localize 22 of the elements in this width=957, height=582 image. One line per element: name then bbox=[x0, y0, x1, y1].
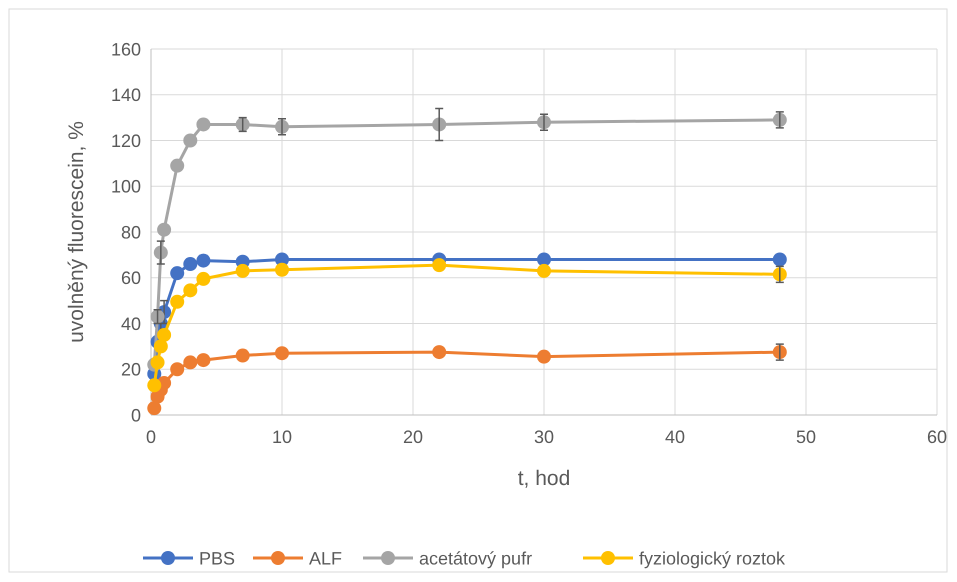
legend-label: ALF bbox=[309, 548, 342, 568]
legend-label: acetátový pufr bbox=[419, 548, 532, 568]
y-tick-label: 160 bbox=[110, 39, 141, 60]
x-tick-label: 50 bbox=[796, 427, 816, 447]
x-tick-label: 20 bbox=[402, 427, 424, 447]
y-tick-label: 60 bbox=[120, 268, 141, 288]
x-axis-title: t, hod bbox=[518, 467, 570, 490]
y-tick-label: 80 bbox=[120, 222, 141, 242]
y-tick-label: 40 bbox=[120, 314, 141, 334]
y-tick-label: 100 bbox=[110, 176, 141, 197]
y-axis-title: uvolněný fluorescein, % bbox=[65, 121, 88, 343]
x-tick-label: 40 bbox=[664, 427, 686, 447]
y-tick-label: 20 bbox=[120, 360, 141, 380]
y-tick-label: 120 bbox=[110, 130, 141, 151]
x-tick-label: 30 bbox=[534, 427, 554, 447]
x-tick-label: 0 bbox=[146, 427, 156, 447]
y-tick-label: 140 bbox=[110, 85, 141, 106]
x-tick-label: 60 bbox=[926, 427, 948, 447]
legend-label: fyziologický roztok bbox=[639, 548, 786, 568]
y-tick-label: 0 bbox=[130, 405, 141, 426]
legend-label: PBS bbox=[199, 548, 236, 568]
x-tick-label: 10 bbox=[272, 427, 292, 447]
